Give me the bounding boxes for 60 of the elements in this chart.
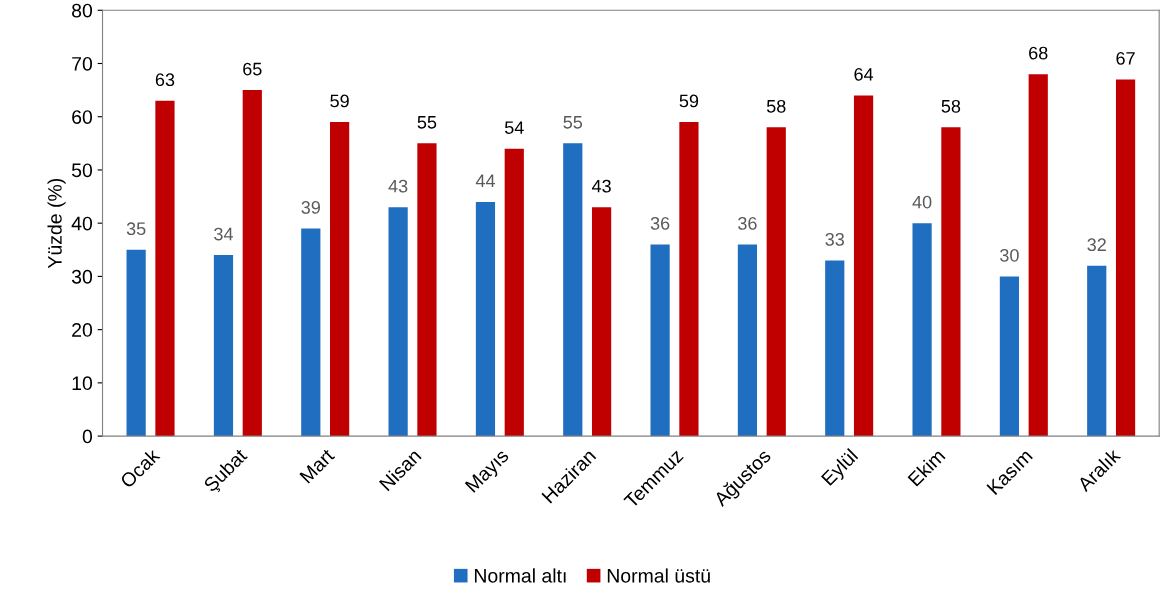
data-label: 55 bbox=[563, 116, 583, 129]
bar bbox=[475, 201, 496, 437]
bar bbox=[126, 249, 146, 437]
data-label: 43 bbox=[591, 179, 611, 193]
y-tick-label: 60 bbox=[72, 110, 93, 124]
data-label: 43 bbox=[388, 179, 408, 193]
data-label: 67 bbox=[1116, 52, 1135, 65]
bar bbox=[242, 90, 262, 437]
data-label: 54 bbox=[504, 121, 524, 134]
data-label: 36 bbox=[738, 217, 757, 230]
data-label: 33 bbox=[825, 232, 844, 246]
data-label: 32 bbox=[1087, 238, 1106, 252]
legend-label: Normal altı bbox=[474, 568, 566, 583]
bar bbox=[301, 228, 321, 437]
data-label: 63 bbox=[155, 73, 175, 87]
data-label: 59 bbox=[679, 94, 699, 108]
bar bbox=[766, 127, 786, 437]
data-label: 58 bbox=[766, 99, 786, 113]
bar bbox=[563, 143, 583, 437]
bar bbox=[650, 244, 670, 437]
data-label: 36 bbox=[650, 217, 670, 230]
bar bbox=[213, 255, 234, 437]
bar bbox=[737, 244, 758, 437]
y-tick-label: 40 bbox=[71, 216, 93, 231]
bar bbox=[388, 207, 408, 437]
data-label: 34 bbox=[214, 227, 233, 241]
y-axis-title: Yüzde (%) bbox=[47, 179, 66, 269]
bar bbox=[330, 122, 350, 437]
data-label: 65 bbox=[243, 62, 262, 76]
data-label: 64 bbox=[854, 67, 874, 81]
bar bbox=[912, 223, 932, 437]
y-tick-label: 70 bbox=[72, 56, 93, 71]
bar bbox=[155, 100, 175, 437]
bar bbox=[853, 95, 874, 437]
data-label: 35 bbox=[126, 222, 146, 236]
y-tick-label: 10 bbox=[72, 376, 93, 391]
bar bbox=[417, 143, 437, 437]
legend-label: Normal üstü bbox=[607, 568, 710, 583]
data-label: 55 bbox=[417, 116, 437, 129]
bar bbox=[679, 122, 699, 437]
y-tick-label: 0 bbox=[82, 429, 93, 444]
y-tick-label: 50 bbox=[71, 163, 93, 178]
bar bbox=[1115, 79, 1136, 437]
data-label: 59 bbox=[330, 94, 349, 108]
y-tick-label: 30 bbox=[71, 269, 93, 284]
data-label: 68 bbox=[1029, 46, 1048, 60]
bar bbox=[1087, 265, 1107, 437]
data-label: 44 bbox=[475, 174, 495, 188]
bar bbox=[504, 148, 524, 437]
bar bbox=[591, 207, 612, 437]
data-label: 39 bbox=[301, 201, 320, 214]
data-label: 58 bbox=[941, 99, 961, 113]
bar bbox=[1028, 74, 1048, 437]
bar bbox=[941, 127, 961, 437]
y-tick-label: 20 bbox=[72, 323, 93, 337]
data-label: 30 bbox=[1000, 248, 1019, 262]
data-label: 40 bbox=[912, 195, 932, 209]
bar bbox=[999, 276, 1020, 437]
y-tick-label: 80 bbox=[72, 3, 93, 18]
bar bbox=[825, 260, 845, 437]
